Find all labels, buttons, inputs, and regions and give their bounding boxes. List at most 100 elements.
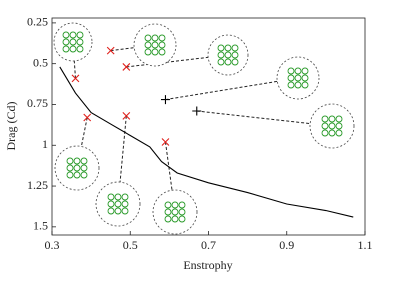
inset-cylinder xyxy=(224,51,232,59)
inset-cylinder xyxy=(107,193,115,201)
inset-cylinder xyxy=(151,34,159,42)
inset-cylinder xyxy=(321,115,329,123)
drag-line xyxy=(59,66,354,218)
inset-cylinder xyxy=(287,81,295,89)
inset xyxy=(207,34,249,76)
inset-cylinder xyxy=(76,38,84,46)
inset-cylinder xyxy=(178,208,186,216)
marker xyxy=(161,138,170,146)
inset-connector xyxy=(196,110,333,127)
inset-cylinder xyxy=(66,164,74,172)
inset xyxy=(53,22,93,62)
inset-cylinder xyxy=(144,41,152,49)
inset-cylinder xyxy=(151,48,159,56)
inset-cylinder xyxy=(158,34,166,42)
inset-cylinder xyxy=(144,34,152,42)
inset-cylinder xyxy=(114,200,122,208)
inset-cylinder xyxy=(231,58,239,66)
inset-cylinder xyxy=(335,129,343,137)
inset-cylinder xyxy=(301,74,309,82)
inset-cylinder xyxy=(287,74,295,82)
inset xyxy=(133,23,177,67)
inset-cylinder xyxy=(217,44,225,52)
inset-cylinder xyxy=(69,31,77,39)
x-tick-label: 0.7 xyxy=(201,238,216,252)
inset-cylinder xyxy=(144,48,152,56)
inset-cylinder xyxy=(171,208,179,216)
inset-cylinder xyxy=(171,215,179,223)
inset-cylinder xyxy=(321,129,329,137)
inset xyxy=(95,181,141,227)
inset xyxy=(309,103,355,149)
inset-cylinder xyxy=(301,81,309,89)
inset-cylinder xyxy=(107,200,115,208)
marker xyxy=(160,95,170,105)
inset-cylinder xyxy=(114,207,122,215)
inset-cylinder xyxy=(73,171,81,179)
inset-cylinder xyxy=(231,44,239,52)
inset-cylinder xyxy=(294,67,302,75)
inset-cylinder xyxy=(76,31,84,39)
inset-cylinder xyxy=(151,41,159,49)
inset-cylinder xyxy=(328,122,336,130)
inset-cylinder xyxy=(80,164,88,172)
x-tick-label: 0.3 xyxy=(45,238,60,252)
inset-cylinder xyxy=(328,115,336,123)
inset-cylinder xyxy=(294,74,302,82)
inset xyxy=(276,56,320,100)
inset-cylinder xyxy=(76,45,84,53)
inset-cylinder xyxy=(80,157,88,165)
y-tick-label: 1.5 xyxy=(33,219,48,233)
inset-cylinder xyxy=(73,164,81,172)
inset-cylinder xyxy=(114,193,122,201)
inset-cylinder xyxy=(66,171,74,179)
y-axis-label: Drag (Cd) xyxy=(4,102,18,151)
inset-cylinder xyxy=(69,38,77,46)
x-tick-label: 1.1 xyxy=(358,238,373,252)
inset-cylinder xyxy=(171,201,179,209)
y-tick-label: 1.25 xyxy=(27,178,48,192)
x-axis-label: Enstrophy xyxy=(183,258,232,272)
inset-cylinder xyxy=(121,193,129,201)
inset-cylinder xyxy=(69,45,77,53)
y-tick-label: 0.75 xyxy=(27,96,48,110)
inset-cylinder xyxy=(178,215,186,223)
inset-cylinder xyxy=(287,67,295,75)
inset-cylinder xyxy=(328,129,336,137)
marker xyxy=(192,106,202,116)
inset-cylinder xyxy=(62,31,70,39)
inset-cylinder xyxy=(224,58,232,66)
inset-cylinder xyxy=(224,44,232,52)
inset-cylinder xyxy=(335,122,343,130)
inset-cylinder xyxy=(121,200,129,208)
marker xyxy=(83,113,92,122)
marker xyxy=(122,112,131,120)
inset-cylinder xyxy=(164,215,172,223)
y-tick-label: 1 xyxy=(42,137,48,151)
inset-cylinder xyxy=(62,38,70,46)
inset-cylinder xyxy=(164,201,172,209)
inset-cylinder xyxy=(121,207,129,215)
x-tick-label: 0.5 xyxy=(123,238,138,252)
inset-cylinder xyxy=(217,58,225,66)
marker xyxy=(71,74,80,83)
inset-cylinder xyxy=(335,115,343,123)
inset-cylinder xyxy=(321,122,329,130)
inset xyxy=(54,145,100,191)
inset-cylinder xyxy=(158,41,166,49)
inset-cylinder xyxy=(164,208,172,216)
inset-connector xyxy=(164,141,176,213)
marker xyxy=(122,63,131,71)
inset-cylinder xyxy=(217,51,225,59)
marker xyxy=(106,46,115,55)
inset-cylinder xyxy=(62,45,70,53)
y-tick-label: 0.25 xyxy=(27,15,48,29)
inset-cylinder xyxy=(107,207,115,215)
inset-cylinder xyxy=(80,171,88,179)
inset-cylinder xyxy=(294,81,302,89)
inset-cylinder xyxy=(158,48,166,56)
inset-connector xyxy=(165,77,299,101)
inset xyxy=(152,189,198,235)
inset-cylinder xyxy=(231,51,239,59)
